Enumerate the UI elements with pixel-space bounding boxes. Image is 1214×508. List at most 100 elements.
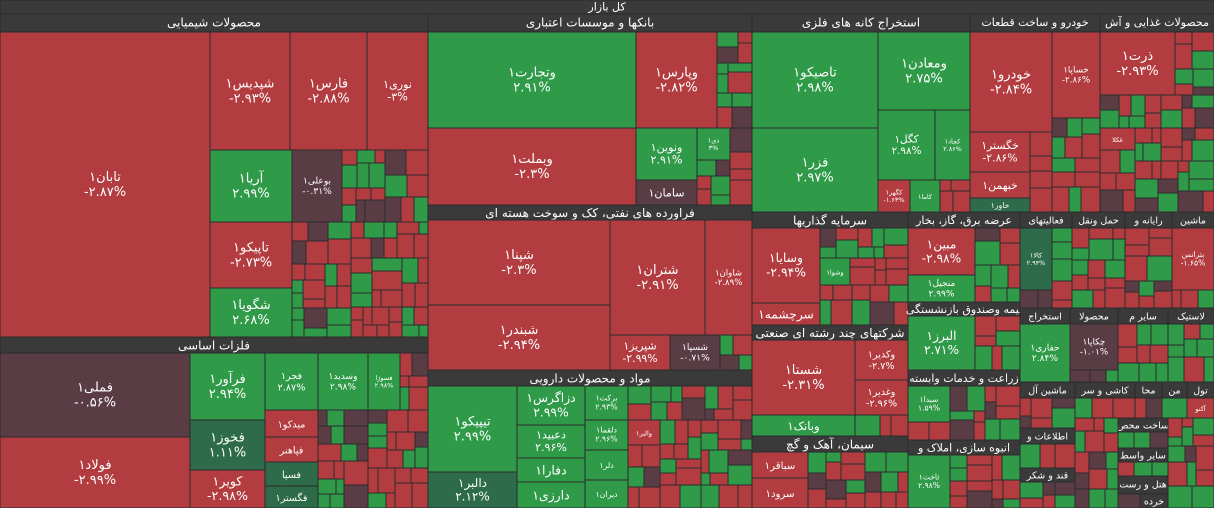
stock-cell (584, 419, 629, 451)
filler-cell (729, 151, 753, 170)
filler-cell (1181, 127, 1196, 141)
filler-cell (402, 449, 416, 469)
filler-cell (849, 257, 876, 268)
filler-cell (394, 467, 412, 484)
filler-cell (1104, 259, 1126, 279)
filler-cell (627, 486, 640, 508)
stock-name: فولاد۱ (78, 458, 111, 473)
sector-name: محا (1141, 386, 1155, 397)
filler-cell (857, 227, 873, 248)
filler-cell (1074, 397, 1093, 419)
filler-cell (1167, 417, 1183, 438)
filler-cell (1134, 397, 1147, 419)
filler-cell (729, 127, 753, 153)
stock-name: دلر۱ (599, 461, 614, 470)
filler-cell (326, 307, 352, 326)
filler-cell (995, 405, 1021, 420)
stock-cell (907, 274, 976, 303)
stock-cell (877, 109, 936, 181)
stock-change: ۲.۹۴% (209, 387, 246, 402)
filler-cell (716, 73, 729, 94)
filler-cell (341, 204, 357, 223)
filler-cell (1084, 430, 1105, 453)
filler-cell (380, 289, 403, 308)
filler-cell (1088, 451, 1107, 470)
filler-cell (1029, 131, 1053, 157)
stock-name: تاپیکو۱ (233, 240, 269, 255)
stock-change: -۲.۳% (501, 263, 536, 278)
filler-cell (1157, 178, 1179, 194)
filler-cell (350, 221, 365, 239)
filler-cell (341, 164, 358, 189)
stock-name: فرآور۱ (209, 370, 246, 387)
stock-cell (1099, 31, 1176, 96)
filler-cell (1002, 498, 1021, 508)
filler-cell (367, 435, 388, 449)
filler-cell (869, 301, 895, 326)
filler-cell (329, 493, 345, 508)
filler-cell (363, 221, 385, 239)
filler-cell (408, 386, 429, 411)
filler-cell (414, 431, 429, 448)
filler-cell (864, 471, 882, 493)
sector-name: لاستیک (1177, 312, 1205, 323)
sector-name: اطلاعات و (1026, 432, 1068, 443)
filler-cell (1071, 289, 1094, 309)
stock-name: کالا۱ (1030, 251, 1043, 259)
filler-cell (700, 449, 710, 474)
filler-cell (1037, 289, 1053, 309)
filler-cell (411, 482, 429, 508)
filler-cell (675, 467, 702, 486)
filler-cell (383, 221, 398, 239)
filler-cell (1071, 247, 1090, 261)
stock-name: خبهمن۱ (982, 179, 1017, 192)
stock-cell (209, 221, 293, 289)
stock-change: -۲.۹۸% (207, 488, 248, 503)
stock-change: ۲.۹۸% (892, 145, 922, 157)
filler-cell (885, 257, 909, 270)
stock-change: -۲.۹۱% (636, 278, 678, 293)
filler-cell (401, 282, 416, 308)
filler-cell (401, 257, 419, 284)
filler-cell (1030, 417, 1053, 429)
sector-name: استخراج (1028, 312, 1062, 323)
filler-cell (949, 495, 968, 508)
stock-change: ۲.۹۹% (454, 429, 491, 444)
filler-cell (857, 246, 875, 259)
filler-cell (885, 451, 909, 473)
filler-cell (966, 385, 986, 412)
filler-cell (1019, 289, 1039, 309)
filler-cell (1199, 323, 1214, 340)
stock-name: وپارس۱ (655, 65, 698, 80)
filler-cell (1183, 356, 1205, 383)
stock-name: وسدید۱ (329, 372, 358, 382)
filler-cell (1117, 431, 1135, 449)
filler-cell (1081, 117, 1101, 135)
filler-cell (966, 454, 993, 466)
filler-cell (343, 425, 369, 445)
stock-name: سامان۱ (648, 187, 684, 200)
filler-cell (687, 419, 702, 438)
filler-cell (1167, 344, 1185, 358)
sector-name: عرضه برق، گاز، بخار (915, 214, 1012, 227)
stock-cell (751, 127, 879, 213)
filler-cell (879, 414, 892, 437)
sector-name: محصولا (1079, 312, 1109, 323)
filler-cell (350, 292, 373, 308)
filler-cell (819, 284, 834, 301)
stock-cell (264, 485, 319, 508)
stock-name: ثاخت۱ (919, 472, 940, 481)
filler-cell (1167, 323, 1185, 346)
stock-change: ۲.۹۸% (796, 80, 833, 95)
stock-cell (669, 334, 721, 371)
stock-cell (1099, 127, 1136, 151)
stock-name: تیپیکو۱ (454, 414, 491, 429)
filler-cell (1153, 280, 1173, 292)
filler-cell (638, 486, 661, 508)
filler-cell (990, 264, 1009, 289)
filler-cell (1074, 417, 1095, 432)
filler-cell (1181, 107, 1196, 129)
filler-cell (1099, 149, 1121, 174)
filler-cell (350, 306, 364, 321)
filler-cell (1093, 417, 1105, 432)
